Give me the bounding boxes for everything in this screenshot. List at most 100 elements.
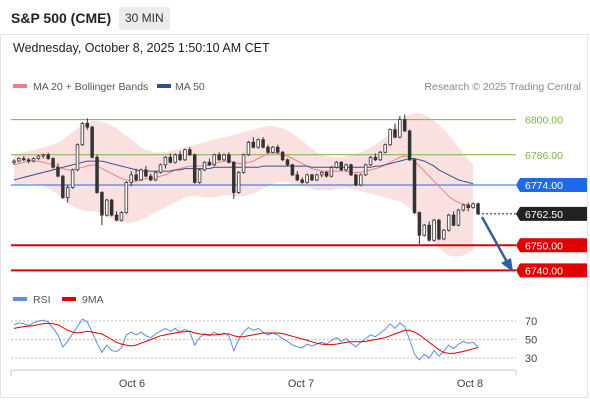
candle-body [285,159,290,166]
x-tick-label: Oct 6 [119,378,145,390]
candle-body [319,171,324,176]
candle [149,173,153,182]
candle-body [227,154,231,163]
candle-body [466,204,470,208]
candle [95,154,99,194]
candle-body [129,174,133,183]
candle [22,156,26,162]
candle-body [51,158,55,168]
candle-body [290,164,295,176]
candle-body [471,203,475,208]
chart-datetime: Wednesday, October 8, 2025 1:50:10 AM CE… [13,41,270,55]
candle-body [163,156,168,166]
support-level-label: 6750.00 [525,240,563,252]
candle-body [368,156,373,166]
rsi-9ma-line [13,322,479,354]
candle [407,129,412,162]
candle [41,153,46,159]
candle-body [95,156,99,193]
candle-body [232,161,236,193]
current-level-tag [516,206,587,221]
candle [46,152,50,160]
candle [105,198,109,217]
candle-body [139,169,143,181]
candle [51,157,55,169]
candle [324,171,329,178]
candle [12,159,16,165]
rsi-line [13,318,479,361]
rsi-panel: 70 50 30 [11,316,537,365]
candle-body [329,166,334,177]
candle-body [402,119,407,132]
level-lines-layer [11,119,516,272]
candle-body [344,164,348,171]
candle [36,154,41,160]
support-level-tag [516,238,587,253]
candle [354,173,358,187]
candle [373,153,378,162]
candle [402,114,407,133]
candle-body [246,141,251,156]
candle-body [432,219,436,241]
candle [315,173,319,182]
candle [129,171,133,187]
candle [344,163,348,172]
candle-body [114,214,119,221]
candle [31,157,36,163]
candle [124,181,129,214]
candle-body [36,155,41,159]
x-tick-label: Oct 8 [457,378,483,390]
candle-body [359,174,363,186]
candle-body [26,159,31,162]
instrument-title: S&P 500 (CME) [11,10,112,26]
candle-body [222,154,226,161]
candle-body [446,214,451,231]
candle-body [183,149,187,161]
legend-label-bollinger: MA 20 + Bollinger Bands [33,81,148,93]
candle [109,198,114,217]
candle-body [398,119,402,138]
candle-body [46,154,50,159]
candle-body [124,182,129,214]
candle [144,166,148,178]
candle-body [300,179,304,183]
candle-body [144,169,148,177]
candle [310,173,314,182]
candle [305,173,309,184]
candle [295,171,300,182]
candle [266,144,270,154]
candle [119,211,124,222]
candle [178,151,182,162]
candle-body [56,166,60,177]
candle-body [207,161,212,166]
candle-body [153,171,158,181]
candle-body [168,156,173,163]
candle [393,123,397,139]
support-level-tag [516,263,587,278]
candle [427,221,431,242]
candles-layer [12,114,480,245]
candle-body [90,126,94,158]
legend-label-9ma: 9MA [82,294,104,306]
candle-body [276,146,280,153]
candle [398,115,402,139]
candle [422,223,427,237]
candle [75,143,80,172]
candle-body [22,158,26,161]
candle-body [173,154,177,163]
timeframe-badge[interactable]: 30 MIN [119,7,170,30]
candle-body [324,171,329,177]
candle-body [456,209,461,226]
candle [90,125,94,159]
legend-swatch-rsi [13,297,27,301]
candle-body [280,151,285,161]
candle [212,153,216,167]
candle-body [349,164,353,176]
rsi-tick-label: 30 [525,353,537,365]
candle [349,163,353,177]
candle [100,191,104,226]
candle [158,163,163,174]
candle-body [422,224,427,236]
candle [461,203,466,212]
candle [437,218,441,241]
